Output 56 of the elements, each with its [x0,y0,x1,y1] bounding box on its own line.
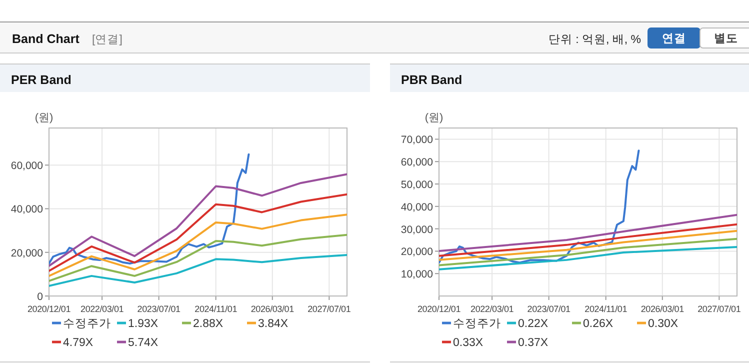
x-tick-label: 2027/07/01 [698,304,741,314]
legend-label: 2.88X [193,318,224,330]
text: [연결] [92,34,122,46]
line-series [49,193,347,272]
line-series [49,234,347,282]
y-axis-title: (원) [424,112,444,124]
x-tick-label: 2027/07/01 [308,304,351,314]
text: 연결 [662,32,686,45]
y-tick-label: 50,000 [400,179,434,191]
legend-label: 수정주가 [453,318,501,330]
line-series [49,214,347,277]
y-tick-label: 40,000 [10,204,44,216]
y-tick-label: 20,000 [10,247,44,260]
y-tick-label: 20,000 [400,246,434,258]
y-tick-label: 60,000 [400,156,434,169]
legend-label: 0.26X [583,318,614,330]
legend-label: 수정주가 [63,318,111,330]
legend-label: 0.22X [518,318,548,330]
x-tick-label: 2020/12/01 [27,304,71,314]
legend-label: 1.93X [128,318,158,330]
y-tick-label: 40,000 [400,201,434,214]
x-tick-label: 2026/03/01 [250,304,294,314]
line-series [49,153,250,264]
x-tick-label: 2023/07/01 [137,304,181,314]
y-tick-label: 30,000 [400,224,434,236]
legend-label: 3.84X [258,318,288,330]
chart-title: PBR Band [401,73,462,87]
legend-label: 0.37X [518,337,548,349]
line-series [439,238,737,266]
y-tick-label: 60,000 [10,160,44,172]
x-tick-label: 2022/03/01 [470,304,514,314]
line-series [439,230,737,261]
line-series [439,150,640,264]
text: 단위 : 억원, 배, % [548,34,641,46]
text: 별도 [714,32,738,45]
y-tick-label: 0 [37,291,44,303]
line-series [439,246,737,270]
legend-label: 0.33X [453,337,484,349]
legend-label: 5.74X [128,337,158,349]
line-series [439,214,737,252]
y-tick-label: 10,000 [400,268,434,281]
x-tick-label: 2024/11/01 [194,304,238,314]
y-axis-title: (원) [34,112,54,124]
legend-label: 0.30X [648,318,678,330]
line-series [49,173,347,267]
x-tick-label: 2020/12/01 [417,304,461,314]
x-tick-label: 2026/03/01 [640,304,684,314]
line-series [49,254,347,287]
x-tick-label: 2023/07/01 [527,304,571,314]
x-tick-label: 2022/03/01 [80,304,124,314]
legend-label: 4.79X [63,337,94,349]
x-tick-label: 2024/11/01 [584,304,628,314]
chart-title: PER Band [11,73,72,87]
line-series [439,223,737,257]
y-tick-label: 70,000 [400,134,434,146]
text: Band Chart [12,32,80,46]
